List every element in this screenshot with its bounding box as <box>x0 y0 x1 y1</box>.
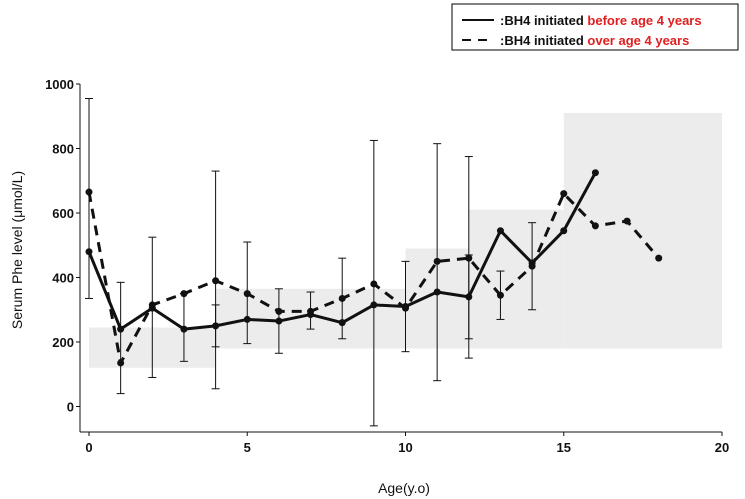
tick-labels: 0 200 400 600 800 1000 0 5 10 15 20 <box>45 77 729 455</box>
solid-point-17 <box>591 169 599 177</box>
dashed-point-17 <box>591 222 599 230</box>
data-markers <box>85 169 663 367</box>
solid-point-16 <box>560 227 568 235</box>
x-tick-label-5: 20 <box>715 440 729 455</box>
x-tick-label-4: 15 <box>557 440 571 455</box>
dashed-point-2 <box>117 359 125 367</box>
dashed-point-5 <box>212 277 220 285</box>
dashed-point-13 <box>465 254 473 262</box>
solid-point-10 <box>370 301 378 309</box>
solid-point-9 <box>338 319 346 327</box>
y-tick-label-2: 200 <box>52 335 74 350</box>
legend-entry-2-highlight: over age 4 years <box>587 33 689 48</box>
y-tick-label-6: 1000 <box>45 77 74 92</box>
solid-point-6 <box>243 315 251 323</box>
legend-entry-1-highlight: before age 4 years <box>587 13 701 28</box>
solid-point-14 <box>496 227 504 235</box>
solid-point-12 <box>433 288 441 296</box>
solid-point-2 <box>117 325 125 333</box>
y-tick-label-3: 400 <box>52 271 74 286</box>
dashed-point-12 <box>433 257 441 265</box>
x-tick-label-3: 10 <box>398 440 412 455</box>
error-bars <box>85 98 537 427</box>
solid-point-4 <box>180 325 188 333</box>
dashed-point-14 <box>496 291 504 299</box>
dashed-point-4 <box>180 290 188 298</box>
x-tick-label-1: 0 <box>85 440 92 455</box>
reference-band-4 <box>468 209 564 349</box>
x-axis-label: Age(y.o) <box>378 480 430 496</box>
dashed-point-11 <box>402 304 409 312</box>
dashed-point-3 <box>148 301 156 309</box>
legend-entry-2: :BH4 initiated over age 4 years <box>500 33 689 48</box>
axes <box>76 83 723 436</box>
dashed-point-18 <box>623 217 631 225</box>
reference-band-5 <box>563 113 722 349</box>
dashed-point-16 <box>560 190 568 198</box>
legend: :BH4 initiated before age 4 years :BH4 i… <box>451 3 739 51</box>
dashed-point-6 <box>243 290 251 298</box>
legend-entry-2-prefix: :BH4 initiated <box>500 33 587 48</box>
solid-point-5 <box>212 322 220 330</box>
y-tick-label-1: 0 <box>67 400 74 415</box>
dashed-point-1 <box>85 188 93 196</box>
legend-box <box>451 3 739 51</box>
legend-entry-1: :BH4 initiated before age 4 years <box>500 13 702 28</box>
solid-point-1 <box>85 248 93 256</box>
dashed-point-10 <box>370 280 378 288</box>
solid-point-7 <box>275 317 283 325</box>
y-axis-label: Serum Phe level (μmol/L) <box>9 171 25 329</box>
y-tick-label-5: 800 <box>52 142 74 157</box>
dashed-point-15 <box>528 262 536 270</box>
y-tick-label-4: 600 <box>52 206 74 221</box>
dashed-point-9 <box>338 294 346 302</box>
dashed-point-19 <box>655 254 663 262</box>
legend-entry-1-prefix: :BH4 initiated <box>500 13 587 28</box>
dashed-point-8 <box>307 307 315 315</box>
dashed-point-7 <box>275 307 283 315</box>
x-tick-label-2: 5 <box>244 440 251 455</box>
solid-point-13 <box>465 293 473 301</box>
